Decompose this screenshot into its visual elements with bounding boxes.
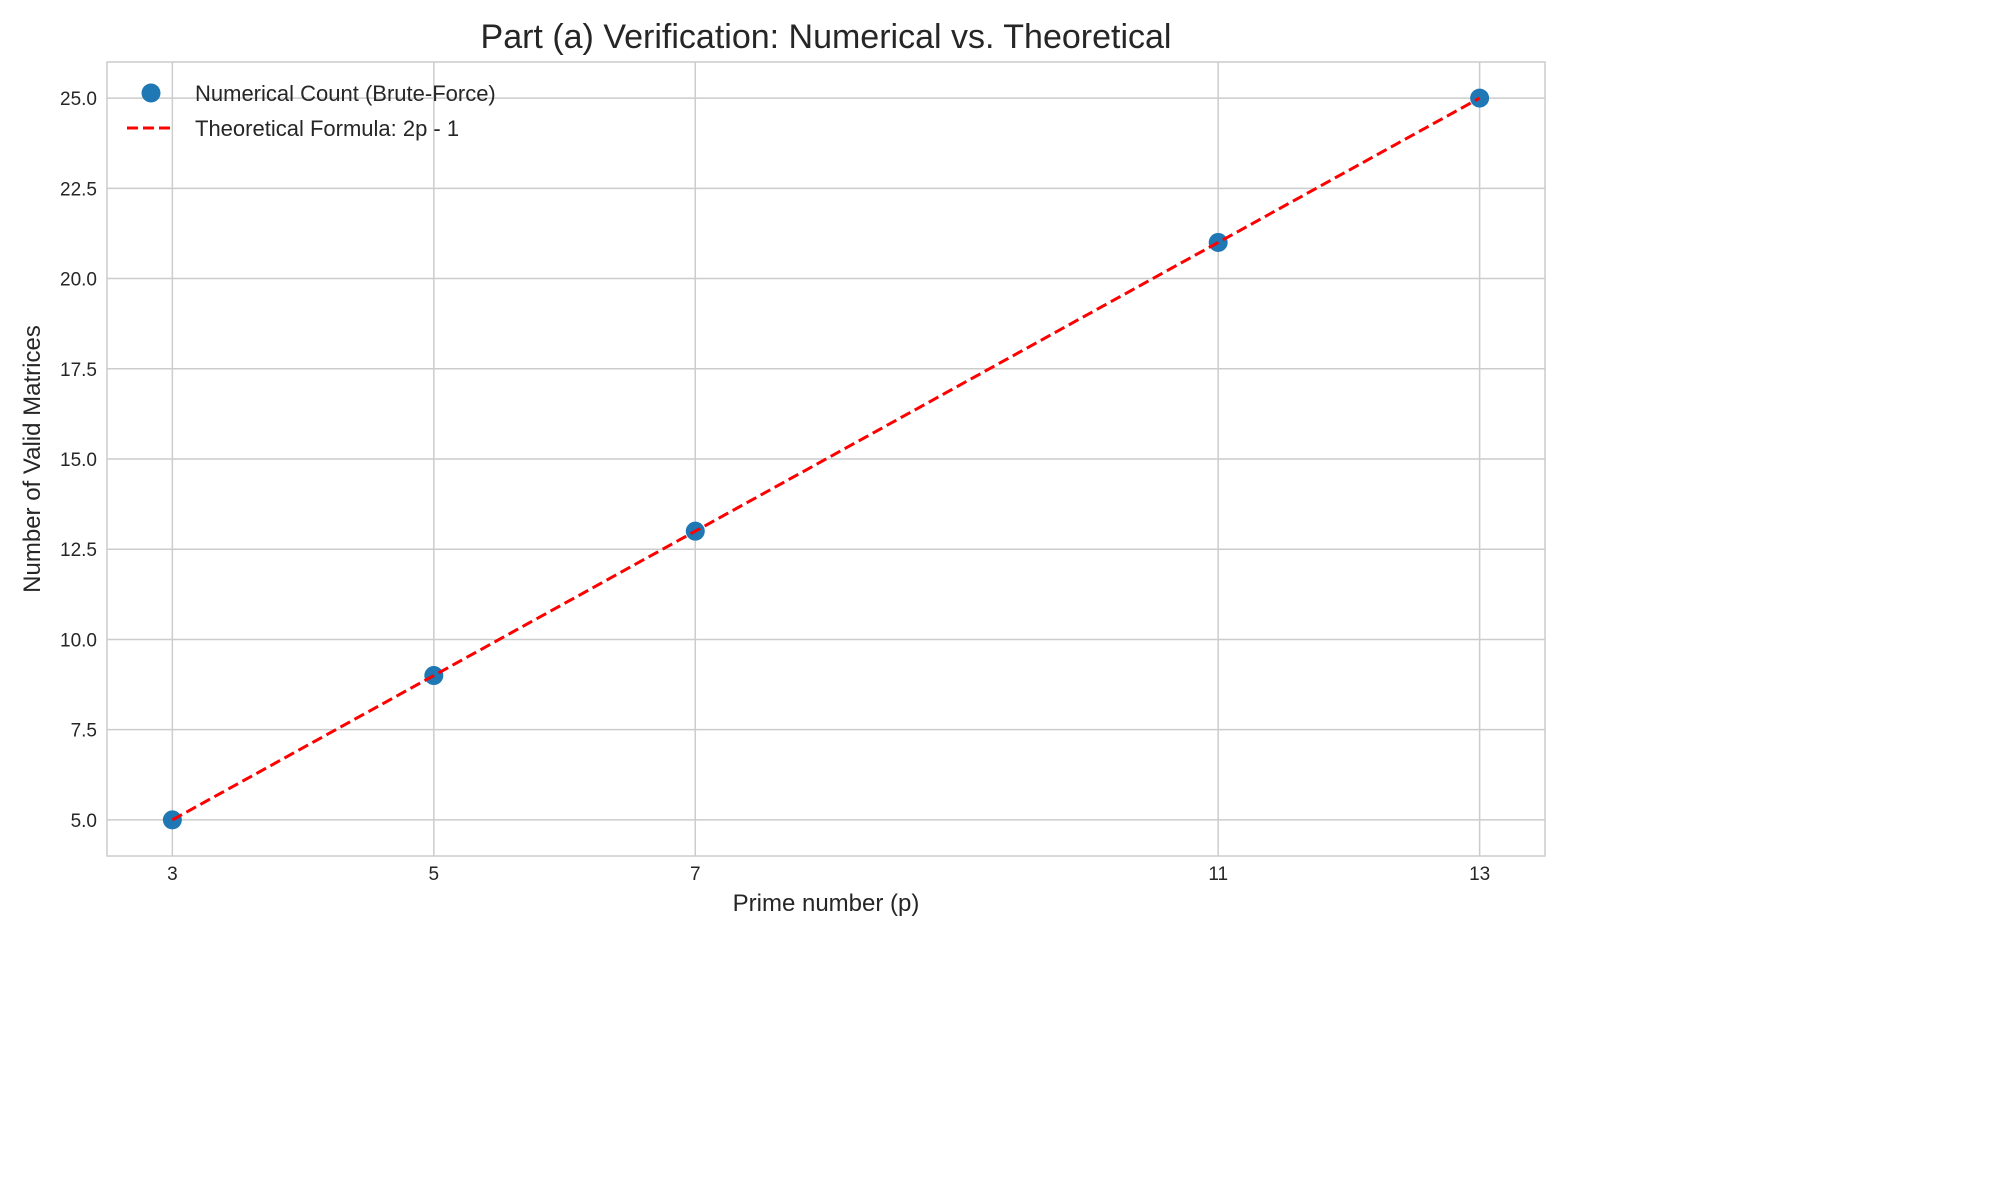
legend: Numerical Count (Brute-Force) Theoretica… (127, 81, 496, 141)
x-tick-label: 3 (167, 864, 178, 885)
legend-label-numerical: Numerical Count (Brute-Force) (195, 81, 496, 106)
y-tick-label: 7.5 (71, 721, 97, 742)
y-axis-ticks: 5.0 7.5 10.0 12.5 15.0 17.5 20.0 22.5 25.0 (60, 89, 97, 832)
x-tick-label: 7 (690, 864, 701, 885)
x-tick-label: 5 (429, 864, 440, 885)
legend-label-theoretical: Theoretical Formula: 2p - 1 (195, 116, 459, 141)
series-layer (162, 88, 1490, 830)
x-tick-label: 11 (1208, 864, 1228, 885)
x-axis-ticks: 3 5 7 11 13 (167, 864, 1490, 885)
chart-container: 3 5 7 11 13 5.0 7.5 10.0 12.5 15.0 17.5 20.0 22.5 25… (0, 0, 1566, 932)
y-tick-label: 15.0 (60, 450, 97, 471)
series-line-theoretical (171, 96, 1481, 822)
y-tick-label: 5.0 (71, 811, 97, 832)
x-tick-label: 13 (1469, 864, 1490, 885)
y-tick-label: 25.0 (60, 89, 97, 110)
chart-svg: 3 5 7 11 13 5.0 7.5 10.0 12.5 15.0 17.5 20.0 22.5 25… (0, 0, 1566, 932)
y-tick-label: 20.0 (60, 270, 97, 291)
y-axis-label: Number of Valid Matrices (19, 325, 46, 593)
y-tick-label: 17.5 (60, 360, 97, 381)
chart-title: Part (a) Verification: Numerical vs. The… (481, 18, 1172, 56)
x-axis-label: Prime number (p) (733, 890, 920, 917)
chart-background (0, 0, 1566, 932)
y-tick-label: 10.0 (60, 630, 97, 651)
legend-marker-numerical (141, 83, 161, 103)
y-tick-label: 12.5 (60, 540, 97, 561)
plot-frame (106, 61, 1546, 857)
y-tick-label: 22.5 (60, 179, 97, 200)
